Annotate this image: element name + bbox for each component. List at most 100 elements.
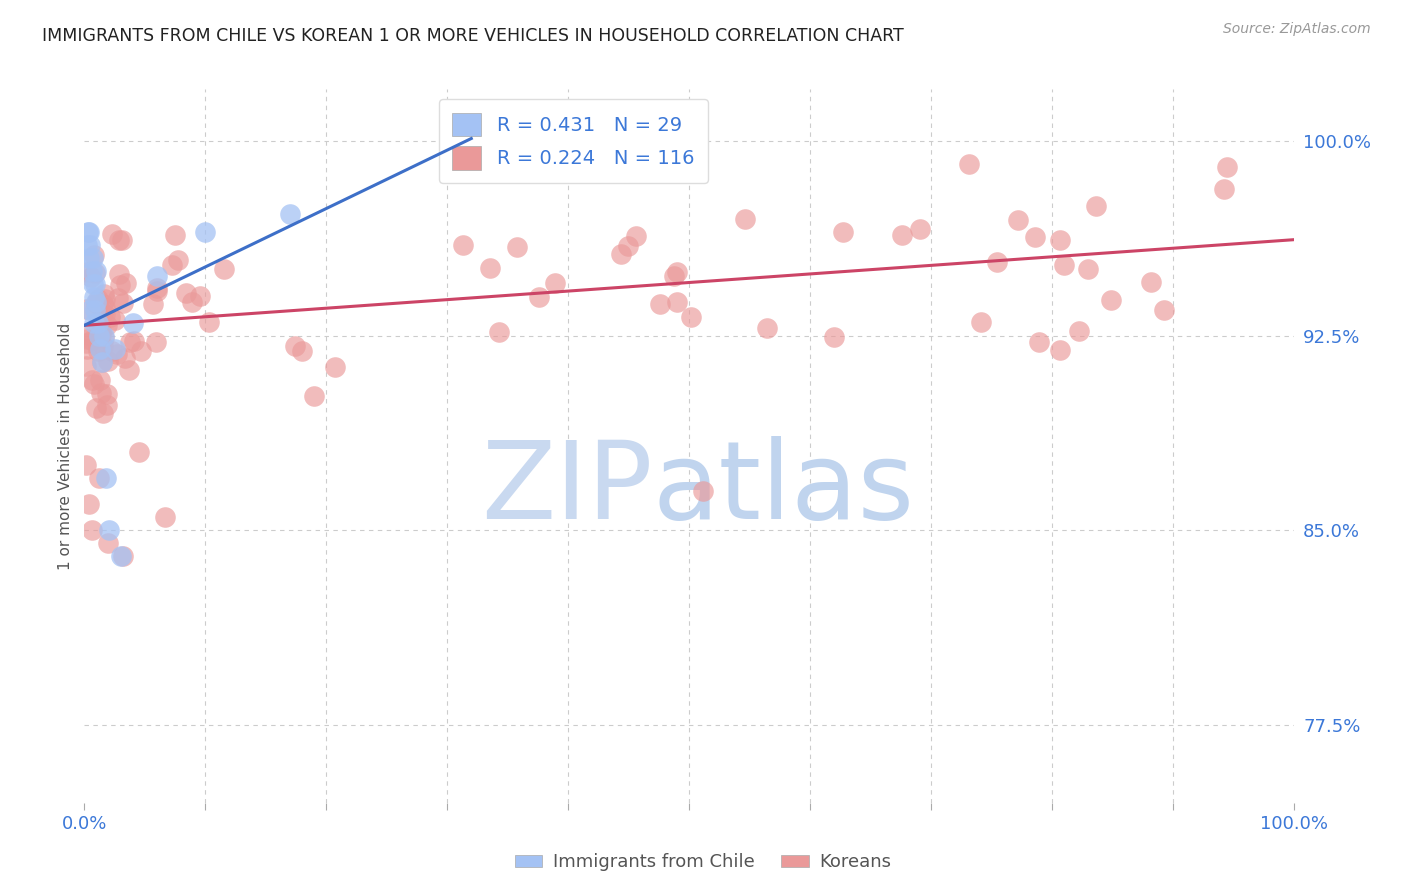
Point [86, 295, 108, 310]
Point [107, 291, 129, 305]
Y-axis label: 1 or more Vehicles in Household: 1 or more Vehicles in Household [58, 322, 73, 570]
Point [83, 266, 105, 280]
Point [146, 284, 169, 298]
Point [122, 334, 145, 348]
Point [174, 286, 197, 301]
Point [96, 387, 118, 401]
Point [460, 822, 482, 836]
Point [665, 294, 688, 309]
Point [1099, 293, 1122, 307]
Point [75, 301, 97, 316]
Point [87, 339, 110, 353]
Point [323, 359, 346, 374]
Point [142, 297, 165, 311]
Point [93, 331, 115, 345]
Point [91, 354, 114, 368]
Point [108, 268, 131, 282]
Point [76, 332, 98, 346]
Point [146, 281, 169, 295]
Point [755, 320, 778, 334]
Point [1067, 324, 1090, 338]
Point [105, 346, 128, 360]
Point [115, 277, 138, 291]
Point [506, 240, 529, 254]
Point [90, 355, 112, 369]
Point [84, 401, 107, 415]
Point [107, 233, 129, 247]
Point [77, 497, 100, 511]
Point [83, 377, 105, 392]
Point [284, 339, 307, 353]
Point [278, 207, 301, 221]
Point [96, 398, 118, 412]
Point [77, 225, 100, 239]
Point [692, 484, 714, 499]
Point [648, 297, 671, 311]
Point [194, 225, 217, 239]
Point [82, 334, 104, 348]
Text: ZIP: ZIP [481, 436, 652, 541]
Point [94, 292, 117, 306]
Point [87, 328, 110, 343]
Point [84, 295, 107, 310]
Point [83, 290, 105, 304]
Point [83, 248, 105, 262]
Point [957, 157, 980, 171]
Point [87, 292, 110, 306]
Point [734, 212, 756, 227]
Point [610, 246, 633, 260]
Point [145, 334, 167, 349]
Point [214, 262, 236, 277]
Text: Source: ZipAtlas.com: Source: ZipAtlas.com [1223, 22, 1371, 37]
Point [1153, 303, 1175, 318]
Point [93, 297, 115, 311]
Point [83, 316, 105, 330]
Point [1215, 160, 1237, 174]
Point [100, 227, 122, 241]
Point [160, 258, 183, 272]
Point [75, 359, 97, 373]
Point [488, 325, 510, 339]
Point [1024, 230, 1046, 244]
Point [87, 343, 110, 358]
Point [93, 287, 115, 301]
Point [146, 268, 169, 283]
Point [87, 471, 110, 485]
Point [478, 260, 501, 275]
Point [1007, 212, 1029, 227]
Point [111, 549, 134, 564]
Point [96, 318, 118, 332]
Point [82, 251, 104, 265]
Point [121, 316, 143, 330]
Point [84, 277, 107, 291]
Legend: Immigrants from Chile, Koreans: Immigrants from Chile, Koreans [508, 847, 898, 879]
Point [91, 406, 114, 420]
Point [180, 295, 202, 310]
Point [131, 344, 153, 359]
Point [155, 510, 177, 524]
Point [1049, 233, 1071, 247]
Point [1028, 334, 1050, 349]
Point [76, 238, 98, 252]
Point [197, 315, 219, 329]
Point [823, 330, 845, 344]
Point [91, 339, 114, 353]
Point [167, 252, 190, 267]
Point [662, 268, 685, 283]
Point [1053, 259, 1076, 273]
Point [104, 342, 127, 356]
Point [544, 276, 567, 290]
Point [1212, 182, 1234, 196]
Point [89, 342, 111, 356]
Point [616, 239, 638, 253]
Point [890, 228, 912, 243]
Point [75, 458, 97, 473]
Point [112, 295, 135, 310]
Point [104, 313, 127, 327]
Point [75, 335, 97, 350]
Point [665, 265, 688, 279]
Point [1049, 343, 1071, 357]
Point [986, 255, 1008, 269]
Point [89, 373, 111, 387]
Point [90, 324, 112, 338]
